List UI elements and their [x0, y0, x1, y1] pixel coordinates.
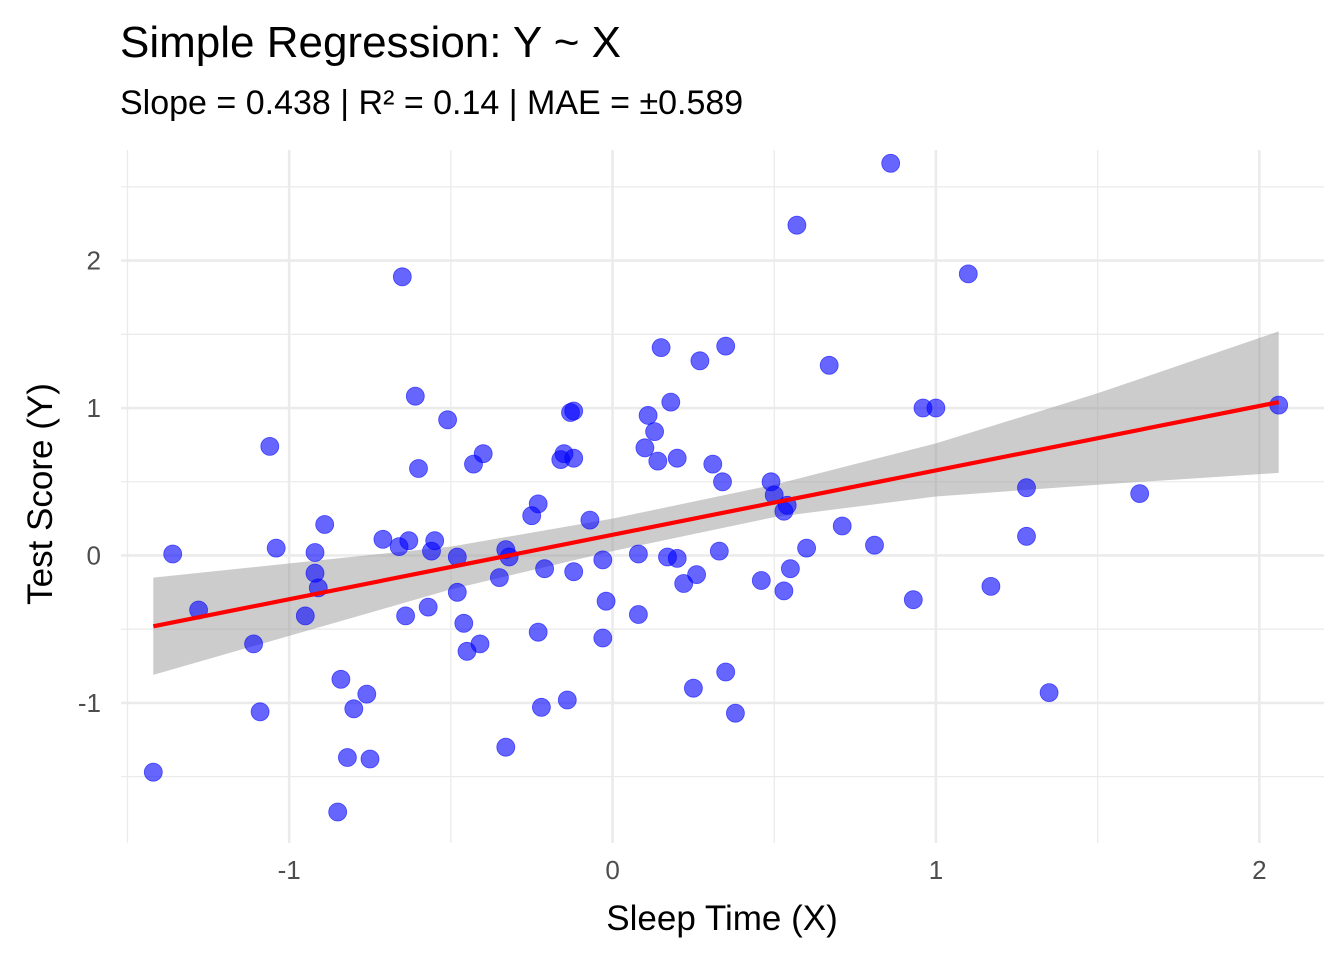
- data-point: [328, 802, 348, 822]
- y-tick-label: 0: [87, 540, 101, 570]
- chart-subtitle: Slope = 0.438 | R² = 0.14 | MAE = ±0.589: [120, 84, 744, 122]
- data-point: [331, 669, 351, 689]
- data-point: [305, 543, 325, 562]
- data-point: [260, 436, 280, 456]
- y-tick-label: -1: [78, 688, 101, 718]
- data-point: [360, 749, 380, 769]
- data-point: [645, 422, 664, 442]
- y-axis-title: Test Score (Y): [21, 383, 60, 605]
- data-point: [357, 684, 377, 704]
- data-point: [687, 565, 706, 584]
- data-point: [703, 454, 723, 474]
- data-point: [418, 597, 438, 617]
- data-point: [593, 550, 613, 570]
- data-point: [629, 544, 648, 564]
- data-point: [726, 703, 745, 723]
- data-point: [881, 153, 901, 173]
- x-tick-label: 0: [605, 855, 619, 885]
- data-point: [1017, 478, 1036, 498]
- data-point: [787, 215, 807, 235]
- data-point: [716, 336, 736, 356]
- data-point: [535, 559, 554, 579]
- data-point: [409, 459, 428, 478]
- data-point: [528, 494, 548, 514]
- data-point: [716, 662, 736, 682]
- data-point: [903, 590, 923, 610]
- data-point: [635, 438, 655, 458]
- data-point: [819, 355, 839, 375]
- x-axis-title: Sleep Time (X): [606, 899, 837, 938]
- regression-line: [152, 400, 1280, 629]
- y-tick-label: 1: [87, 393, 101, 423]
- data-point: [690, 351, 710, 371]
- data-point: [473, 444, 493, 464]
- data-point: [244, 634, 264, 654]
- points-layer: [143, 153, 1289, 822]
- data-point: [399, 531, 419, 551]
- data-point: [528, 622, 548, 642]
- data-point: [250, 702, 270, 722]
- data-point: [667, 549, 687, 568]
- data-point: [163, 544, 183, 564]
- data-point: [337, 748, 357, 767]
- data-point: [926, 398, 946, 418]
- data-point: [564, 562, 584, 582]
- data-point: [651, 338, 671, 358]
- data-point: [454, 613, 474, 633]
- data-point: [489, 568, 509, 587]
- data-point: [781, 559, 800, 579]
- data-point: [532, 697, 551, 717]
- x-tick-label: -1: [278, 855, 301, 885]
- data-point: [865, 535, 884, 555]
- data-point: [373, 529, 393, 549]
- data-point: [774, 581, 794, 601]
- data-point: [447, 582, 467, 602]
- data-point: [709, 541, 729, 561]
- data-point: [438, 410, 458, 430]
- confidence-band: [153, 331, 1279, 675]
- data-point: [425, 531, 445, 551]
- data-point: [629, 605, 648, 624]
- data-point: [580, 510, 600, 530]
- x-tick-label: 1: [929, 855, 943, 885]
- data-point: [405, 386, 425, 406]
- data-point: [638, 405, 658, 425]
- data-point: [958, 264, 978, 284]
- data-point: [832, 516, 852, 536]
- data-point: [564, 448, 584, 468]
- data-point: [981, 577, 1001, 596]
- data-point: [596, 591, 616, 611]
- confidence-band-layer: [153, 331, 1279, 675]
- x-axis-ticks: -1 0 1 2: [278, 855, 1267, 885]
- data-point: [713, 472, 732, 492]
- data-point: [751, 571, 771, 590]
- data-point: [1017, 526, 1036, 546]
- data-point: [396, 606, 416, 626]
- data-point: [648, 451, 668, 471]
- data-point: [667, 448, 687, 468]
- data-point: [315, 515, 335, 534]
- data-point: [661, 392, 681, 412]
- chart-title: Simple Regression: Y ~ X: [120, 18, 621, 67]
- data-point: [266, 538, 286, 558]
- data-point: [1130, 484, 1150, 504]
- data-point: [797, 538, 816, 558]
- data-point: [496, 737, 516, 757]
- data-point: [593, 628, 613, 648]
- data-point: [392, 267, 412, 287]
- data-point: [684, 678, 703, 698]
- data-point: [564, 401, 584, 421]
- data-point: [344, 699, 364, 719]
- data-point: [295, 606, 315, 626]
- y-axis-ticks: -1 0 1 2: [78, 246, 101, 718]
- data-point: [143, 762, 163, 782]
- data-point: [557, 690, 577, 710]
- x-tick-label: 2: [1252, 855, 1266, 885]
- y-tick-label: 2: [87, 246, 101, 276]
- data-point: [1039, 683, 1059, 702]
- data-point: [674, 574, 694, 593]
- regression-line-layer: [152, 400, 1280, 629]
- data-point: [470, 634, 490, 654]
